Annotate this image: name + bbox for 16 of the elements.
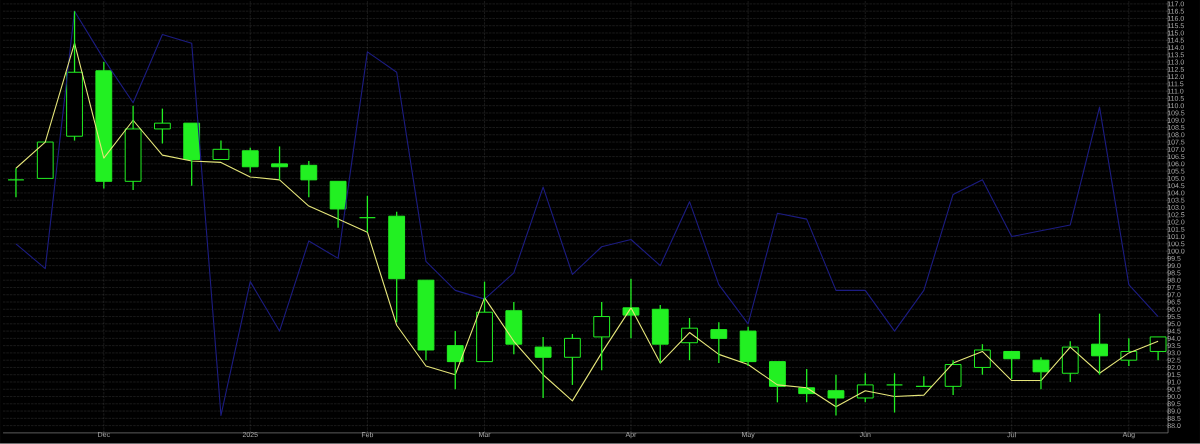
candlestick <box>1091 313 1108 376</box>
candlestick <box>183 122 201 187</box>
candlestick <box>124 105 142 191</box>
candlestick <box>1032 356 1050 390</box>
candlestick <box>329 180 347 229</box>
candlestick <box>212 140 230 161</box>
candlestick <box>36 141 54 179</box>
candlestick <box>1149 336 1167 361</box>
candlestick <box>534 336 552 399</box>
candlestick <box>1003 351 1021 380</box>
candlestick <box>417 279 435 361</box>
candlestick <box>827 374 845 417</box>
candlestick <box>944 359 962 396</box>
candlestick <box>739 326 757 367</box>
candlestick <box>7 167 25 199</box>
candlestick <box>476 281 493 363</box>
